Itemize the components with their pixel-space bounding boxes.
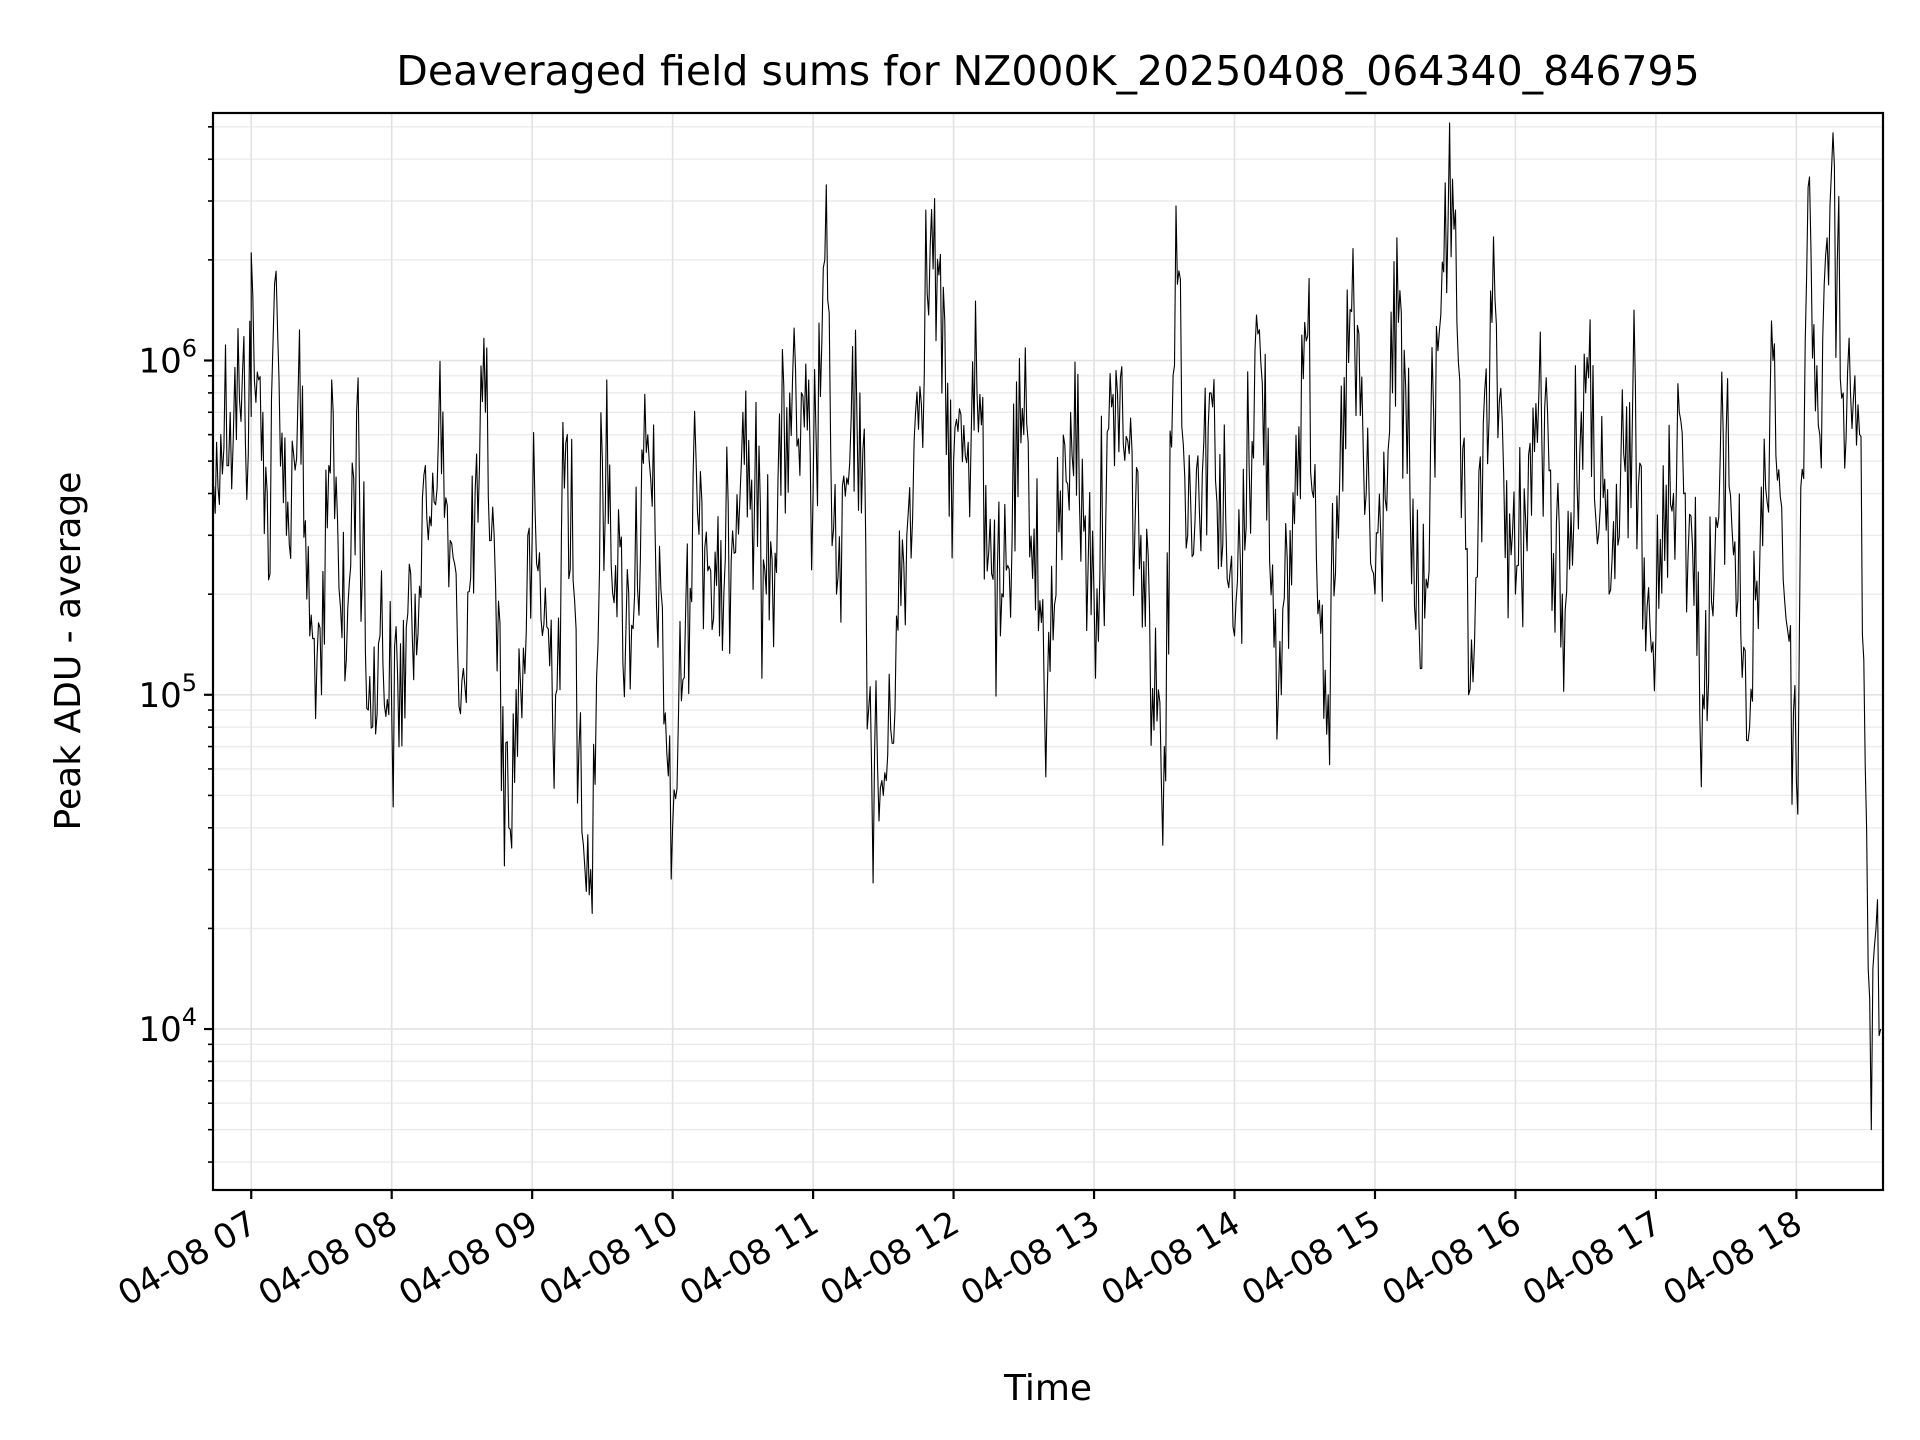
- x-axis-label: Time: [1003, 1368, 1092, 1409]
- plot-frame: [211, 111, 1885, 1192]
- y-tick-label: 104: [138, 1003, 197, 1050]
- y-axis-label: Peak ADU - average: [48, 472, 89, 831]
- chart-title: Deaveraged field sums for NZ000K_2025040…: [396, 47, 1699, 95]
- series-layer: [213, 122, 1882, 1131]
- y-tick-label: 106: [138, 334, 197, 381]
- grid: [213, 113, 1883, 1190]
- series-line: [213, 122, 1882, 1131]
- y-tick-label: 105: [138, 669, 197, 716]
- axis-ticks: [204, 126, 1798, 1199]
